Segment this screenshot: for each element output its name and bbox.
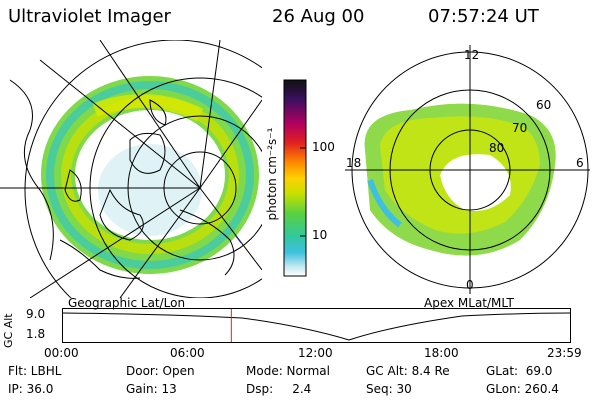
app-title: Ultraviolet Imager [8, 6, 171, 27]
magnetic-caption: Apex MLat/MLT [424, 296, 514, 310]
altitude-plot [62, 308, 571, 343]
altitude-xtick-2: 12:00 [298, 346, 333, 360]
geographic-image [0, 40, 262, 298]
altitude-xtick-1: 06:00 [170, 346, 205, 360]
mlt-label-0: 0 [466, 278, 474, 292]
mlt-label-18: 18 [346, 156, 362, 170]
altitude-ylabel: GC Alt [2, 313, 15, 348]
info-glon: GLon: 260.4 [486, 382, 559, 396]
header-time: 07:57:24 UT [428, 6, 539, 27]
altitude-xtick-3: 18:00 [424, 346, 459, 360]
info-door: Door: Open [126, 364, 195, 378]
info-dsp: Dsp: 2.4 [246, 382, 312, 396]
info-seq: Seq: 30 [366, 382, 412, 396]
geographic-caption: Geographic Lat/Lon [68, 296, 186, 310]
altitude-curve [62, 312, 571, 341]
altitude-ytick-max: 9.0 [26, 307, 46, 321]
info-gain: Gain: 13 [126, 382, 177, 396]
info-mode: Mode: Normal [246, 364, 330, 378]
info-glat: GLat: 69.0 [486, 364, 553, 378]
info-ip: IP: 36.0 [8, 382, 54, 396]
colorbar [283, 79, 307, 277]
colorbar-tick-10: 10 [312, 228, 328, 242]
magnetic-image [345, 45, 590, 294]
mlt-label-6: 6 [576, 156, 584, 170]
mlt-label-12: 12 [464, 48, 480, 62]
altitude-xtick-4: 23:59 [547, 346, 582, 360]
info-gc-alt: GC Alt: 8.4 Re [366, 364, 450, 378]
header-date: 26 Aug 00 [272, 6, 365, 27]
info-filter: Flt: LBHL [8, 364, 62, 378]
colorbar-tick-100: 100 [312, 140, 335, 154]
mlat-label-60: 60 [536, 98, 552, 112]
altitude-ytick-min: 1.8 [26, 327, 46, 341]
mlat-label-70: 70 [512, 121, 528, 135]
colorbar-unit-label: photon cm⁻²s⁻¹ [265, 127, 279, 221]
altitude-xtick-0: 00:00 [44, 346, 79, 360]
mlat-label-80: 80 [489, 141, 505, 155]
